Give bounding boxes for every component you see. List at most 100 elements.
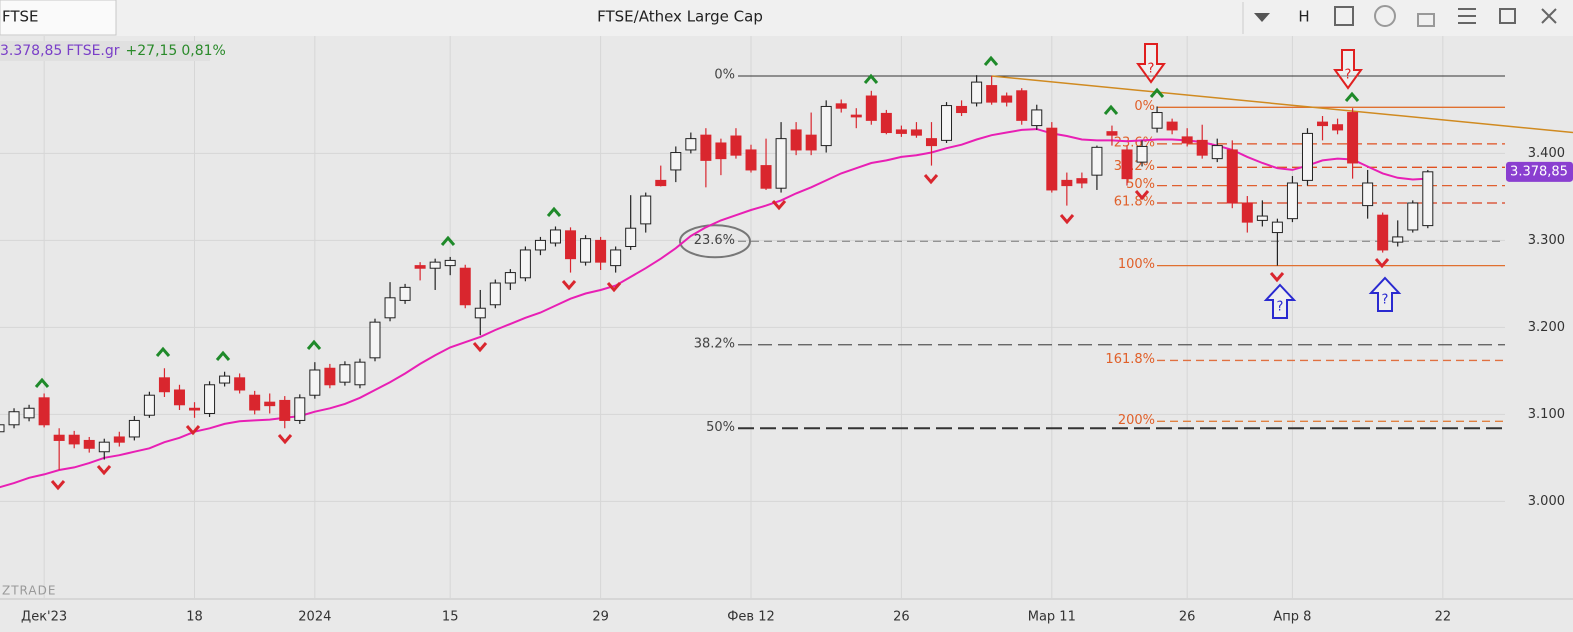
candle-body — [640, 195, 652, 225]
candle-body — [8, 411, 20, 426]
y-tick-label: 3.100 — [1528, 407, 1565, 422]
candle-body — [580, 238, 592, 263]
sell-signal — [1374, 258, 1390, 269]
fib-label: 0% — [1134, 99, 1155, 114]
fib-label: 100% — [1118, 257, 1155, 272]
candle-body — [685, 138, 697, 151]
sell-signal — [561, 280, 577, 291]
buy-signal — [1149, 87, 1165, 98]
candle-body — [1061, 179, 1073, 187]
candle-body — [775, 138, 787, 189]
candle-body — [1241, 202, 1253, 223]
candle-body — [249, 394, 261, 411]
candle-body — [53, 434, 65, 441]
candle-body — [1256, 215, 1268, 221]
candle-body — [880, 112, 892, 134]
quote-box — [0, 41, 210, 61]
quote: 3.378,85 FTSE.gr +27,15 0,81% — [0, 43, 226, 59]
candle-body — [1362, 182, 1374, 207]
candle-body — [414, 265, 426, 269]
candle-body — [941, 105, 953, 141]
candle-body — [1377, 214, 1389, 251]
buy-signal — [983, 55, 999, 66]
fib-label: 161.8% — [1105, 352, 1155, 367]
question-arrow-up — [1368, 276, 1402, 312]
fib-label: 23.6% — [694, 233, 735, 248]
candle-body — [1076, 178, 1088, 184]
candle-body — [865, 95, 877, 121]
candle-body — [1136, 145, 1148, 163]
candle-body — [820, 105, 832, 147]
candle-body — [534, 239, 546, 251]
price-tag-label: 3.378,85 — [1510, 164, 1568, 179]
candle-body — [760, 165, 772, 189]
candle-body — [745, 149, 757, 171]
restore-button[interactable] — [1499, 8, 1516, 24]
candle-body — [444, 259, 456, 267]
symbol-box[interactable] — [0, 0, 117, 36]
candle-body — [1166, 121, 1178, 131]
watermark: ZTRADE — [2, 584, 56, 598]
sell-signal — [185, 425, 201, 436]
sell-signal — [606, 282, 622, 293]
candle-body — [399, 286, 411, 301]
menu-button[interactable] — [1458, 8, 1476, 24]
question-mark: ? — [1148, 62, 1155, 77]
x-tick-label: Мар 11 — [1028, 610, 1076, 625]
dropdown-button[interactable] — [1254, 13, 1270, 22]
panel-button[interactable] — [1334, 6, 1354, 26]
candle-body — [1016, 90, 1028, 121]
candle-body — [925, 138, 937, 147]
candle-body — [1031, 109, 1043, 127]
window-title: FTSE/Athex Large Cap — [597, 8, 763, 26]
highlight-ellipse — [679, 224, 751, 259]
candle-body — [384, 297, 396, 319]
x-tick-label: 18 — [186, 610, 203, 625]
sell-signal — [923, 174, 939, 185]
x-tick-label: Дек'23 — [21, 610, 67, 625]
candle-body — [429, 261, 441, 269]
candle-body — [158, 377, 170, 393]
candle-body — [279, 399, 291, 421]
candle-body — [23, 407, 35, 419]
symbol: FTSE — [2, 8, 39, 26]
plot-area — [0, 36, 1573, 600]
candle-body — [128, 419, 140, 438]
candle-body — [986, 85, 998, 103]
candle-body — [0, 424, 5, 433]
buy-signal — [34, 377, 50, 388]
quote-change-pct: 0,81% — [181, 43, 225, 59]
buy-signal — [155, 346, 171, 357]
candle-body — [1392, 236, 1404, 243]
x-tick-label: Фев 12 — [727, 610, 775, 625]
x-tick-label: Апр 8 — [1273, 610, 1311, 625]
sell-signal — [1134, 190, 1150, 201]
candle-body — [1226, 149, 1238, 204]
candle-body — [595, 239, 607, 263]
candle-body — [489, 282, 501, 306]
trendline — [991, 75, 1573, 134]
comment-button[interactable] — [1374, 5, 1396, 27]
candle-body — [715, 142, 727, 160]
question-arrow-down — [1333, 49, 1363, 90]
buy-signal — [1103, 104, 1119, 115]
h-button[interactable]: H — [1298, 8, 1309, 26]
candle-body — [1196, 139, 1208, 156]
sell-signal — [1269, 272, 1285, 283]
candle-body — [324, 367, 336, 386]
candle-body — [189, 407, 201, 411]
close-button[interactable] — [1541, 8, 1557, 24]
candle-body — [143, 394, 155, 416]
sell-signal — [771, 200, 787, 211]
sell-signal — [1059, 214, 1075, 225]
lock-button[interactable] — [1417, 13, 1435, 27]
candle-body — [519, 249, 531, 279]
candle-body — [971, 81, 983, 104]
candle-body — [173, 389, 185, 406]
fib-label: 50% — [706, 420, 735, 435]
candle-body — [219, 375, 231, 384]
x-tick-label: 29 — [592, 610, 609, 625]
x-tick-label: 26 — [1179, 610, 1196, 625]
candle-body — [1407, 202, 1419, 231]
sell-signal — [277, 434, 293, 445]
